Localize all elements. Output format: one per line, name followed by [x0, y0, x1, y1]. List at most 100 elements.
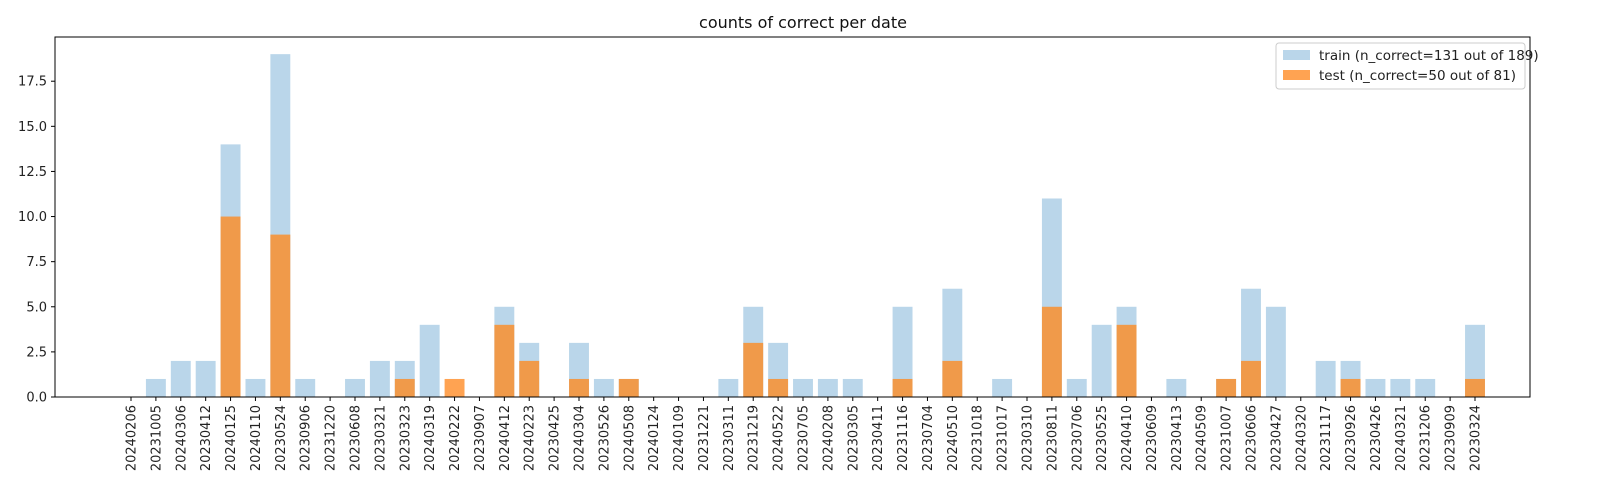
x-tick-label: 20231018 [971, 405, 986, 471]
x-tick-label: 20230321 [373, 405, 388, 471]
train-bar-20230525 [1091, 324, 1112, 397]
chart-title: counts of correct per date [699, 13, 907, 32]
x-tick-label: 20240110 [249, 405, 264, 471]
train-bar-20231116 [892, 306, 913, 397]
x-tick-label: 20240522 [772, 405, 787, 471]
y-axis: 0.0 2.5 5.0 7.5 10.0 12.5 15.0 17.5 [18, 75, 55, 406]
test-bar-20230323 [394, 378, 415, 397]
x-tick-label: 20230705 [797, 405, 812, 471]
x-tick-label: 20230909 [1444, 405, 1459, 471]
train-bar-20230305 [842, 378, 863, 397]
test-bar-20230926 [1340, 378, 1361, 397]
x-tick-label: 20230811 [1045, 405, 1060, 471]
x-tick-label: 20230706 [1070, 405, 1085, 471]
x-tick-label: 20230311 [722, 405, 737, 471]
x-axis: 20240206 20231005 20240306 20230412 20240125… [125, 397, 1484, 471]
x-tick-label: 20230926 [1344, 405, 1359, 471]
test-bar-20240522 [768, 378, 789, 397]
train-bar-20231017 [992, 378, 1013, 397]
test-bar-20231219 [743, 342, 764, 397]
x-tick-label: 20240125 [224, 405, 239, 471]
x-tick-label: 20230704 [921, 405, 936, 471]
train-bar-20230427 [1265, 306, 1286, 397]
legend-train-swatch [1283, 50, 1310, 60]
test-bar-20240508 [618, 378, 639, 397]
x-tick-label: 20230609 [1145, 405, 1160, 471]
test-bar-20240304 [569, 378, 589, 397]
train-bar-20231206 [1415, 378, 1436, 397]
train-bar-20240321 [1390, 378, 1411, 397]
legend-test-swatch [1283, 70, 1310, 80]
legend-test-label: test (n_correct=50 out of 81) [1319, 68, 1516, 84]
y-tick-label: 0.0 [26, 391, 47, 406]
train-bar-20240208 [817, 378, 838, 397]
y-tick-label: 5.0 [26, 300, 47, 315]
test-bar-20230811 [1041, 306, 1062, 397]
legend-train-label: train (n_correct=131 out of 189) [1319, 48, 1539, 64]
y-tick-label: 10.0 [18, 210, 47, 225]
x-tick-label: 20230525 [1095, 405, 1110, 471]
x-tick-label: 20231116 [896, 405, 911, 471]
test-bar-20240222 [444, 378, 465, 397]
train-bar-20230413 [1166, 378, 1187, 397]
y-tick-label: 7.5 [26, 255, 47, 270]
train-bar-20240306 [170, 360, 191, 397]
test-bar-20240410 [1116, 324, 1137, 397]
test-bar-20240125 [220, 216, 241, 397]
x-tick-label: 20240223 [523, 405, 538, 471]
train-bar-20240319 [419, 324, 440, 397]
x-tick-label: 20230323 [398, 405, 413, 471]
legend-frame [1275, 42, 1526, 90]
x-tick-label: 20240508 [622, 405, 637, 471]
test-bar-20240223 [519, 360, 540, 397]
x-tick-label: 20240222 [448, 405, 463, 471]
x-tick-label: 20230526 [597, 405, 612, 471]
x-tick-label: 20240320 [1294, 405, 1309, 471]
x-tick-label: 20230608 [349, 405, 364, 471]
x-tick-label: 20230324 [1469, 405, 1484, 471]
train-bar-20230906 [295, 378, 316, 397]
train-bar-20230706 [1066, 378, 1087, 397]
train-bar-20230526 [593, 378, 614, 397]
x-tick-label: 20230427 [1269, 405, 1284, 471]
x-tick-label: 20230906 [299, 405, 314, 471]
x-tick-label: 20230413 [1170, 405, 1185, 471]
x-tick-label: 20231219 [747, 405, 762, 471]
x-tick-label: 20231005 [149, 405, 164, 471]
train-bar-20240110 [245, 378, 266, 397]
x-tick-label: 20230907 [473, 405, 488, 471]
x-tick-label: 20240412 [498, 405, 513, 471]
test-bar-20231007 [1216, 378, 1237, 397]
x-tick-label: 20231221 [697, 405, 712, 471]
x-tick-label: 20230425 [548, 405, 563, 471]
train-bar-20230321 [369, 360, 390, 397]
test-bar-20230606 [1241, 360, 1261, 397]
y-tick-label: 12.5 [18, 165, 47, 180]
x-tick-label: 20240410 [1120, 405, 1135, 471]
x-tick-label: 20230305 [846, 405, 861, 471]
train-bar-20230426 [1365, 378, 1386, 397]
x-tick-label: 20240509 [1195, 405, 1210, 471]
x-tick-label: 20231007 [1220, 405, 1235, 471]
test-bar-20230524 [270, 234, 291, 397]
train-bars [145, 54, 1485, 398]
y-tick-label: 15.0 [18, 120, 47, 135]
x-tick-label: 20230606 [1245, 405, 1260, 471]
x-tick-label: 20240321 [1394, 405, 1409, 471]
x-tick-label: 20231017 [996, 405, 1011, 471]
x-tick-label: 20231220 [324, 405, 339, 471]
x-tick-label: 20230426 [1369, 405, 1384, 471]
plot-frame [54, 36, 1531, 398]
test-bar-20240510 [942, 360, 963, 397]
train-bar-20231117 [1315, 360, 1336, 397]
x-tick-label: 20240124 [647, 405, 662, 471]
x-tick-label: 20230310 [1021, 405, 1036, 471]
test-bar-20230324 [1465, 378, 1485, 397]
train-bar-20230608 [345, 378, 365, 397]
x-tick-label: 20240510 [946, 405, 961, 471]
train-bar-20230412 [195, 360, 216, 397]
x-tick-label: 20231206 [1419, 405, 1434, 471]
legend: train (n_correct=131 out of 189) test (n… [1275, 42, 1539, 90]
